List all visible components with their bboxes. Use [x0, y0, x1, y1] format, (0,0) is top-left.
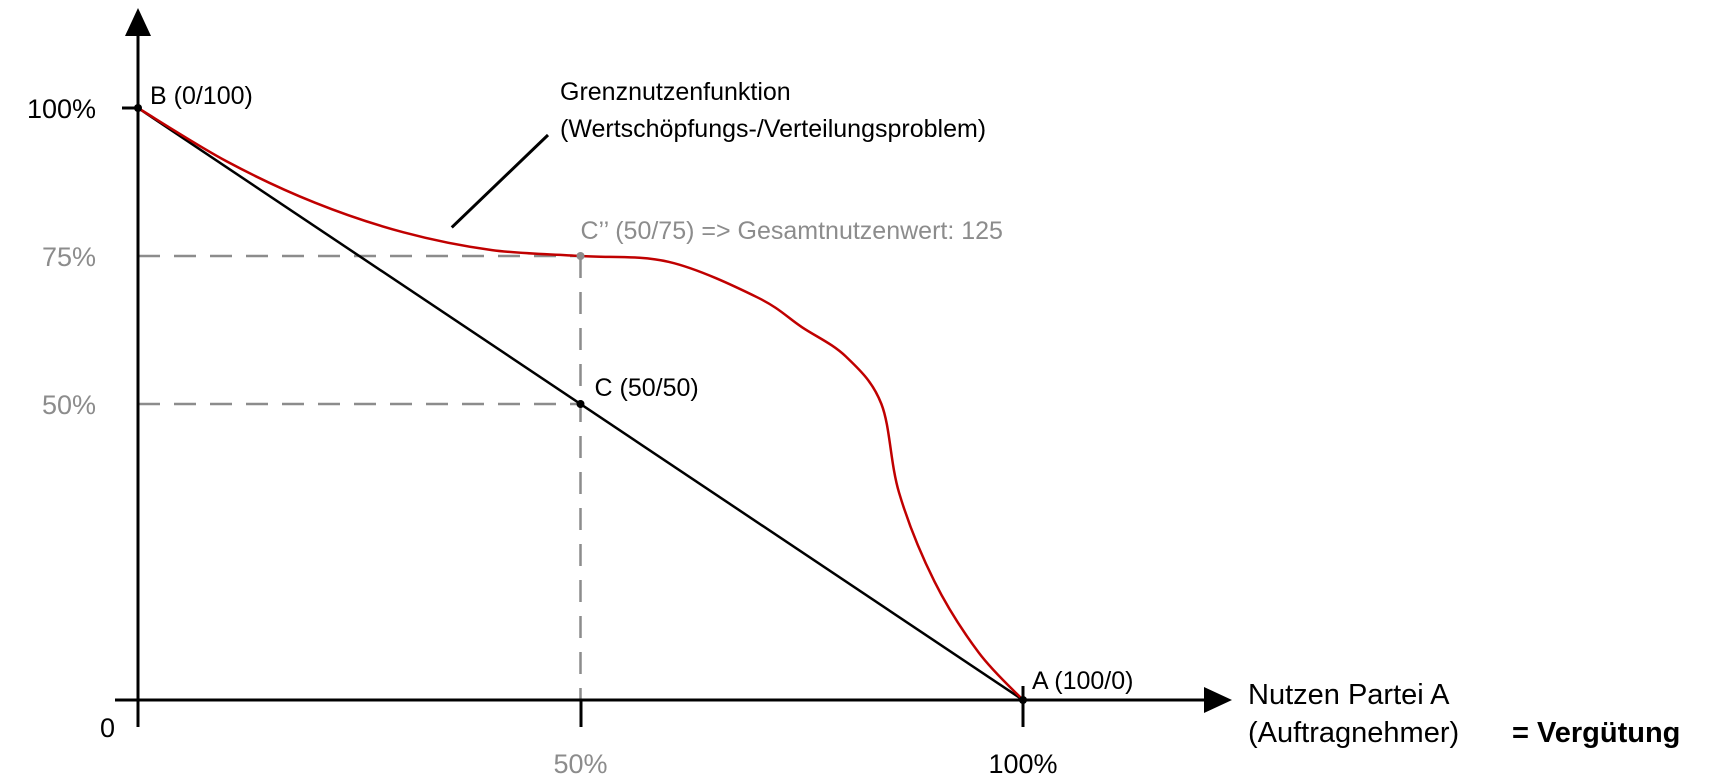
- tick-labels: 50% 100% 100% 75% 50%: [27, 94, 1058, 779]
- x-axis-arrow: [1204, 687, 1232, 713]
- x-axis-title-emphasis: = Vergütung: [1512, 717, 1680, 749]
- point-b-label: B (0/100): [150, 82, 253, 110]
- points-group: B (0/100) C (50/50) C’’ (50/75) => Gesamtn…: [134, 82, 1133, 704]
- y-tick-label-75: 75%: [42, 242, 96, 272]
- point-c-label: C (50/50): [595, 374, 699, 402]
- point-b-marker: [134, 104, 142, 112]
- point-a-marker: [1019, 696, 1027, 704]
- x-tick-label-50: 50%: [553, 749, 607, 779]
- point-c2-marker: [576, 252, 585, 260]
- marginal-utility-curve: [137, 106, 1024, 701]
- annotation-pointer: [450, 133, 550, 229]
- origin-label: 0: [100, 713, 115, 743]
- guide-lines: [138, 254, 582, 700]
- annotation-line1: Grenznutzenfunktion: [560, 78, 791, 106]
- annotation-line2: (Wertschöpfungs-/Verteilungsproblem): [560, 115, 986, 143]
- point-a-label: A (100/0): [1032, 667, 1133, 695]
- point-c2-label: C’’ (50/75) => Gesamtnutzenwert: 125: [581, 217, 1003, 245]
- y-axis-arrow: [125, 8, 151, 36]
- x-tick-label-100: 100%: [988, 749, 1057, 779]
- x-axis-title-line2: (Auftragnehmer): [1248, 717, 1459, 749]
- y-tick-label-100: 100%: [27, 94, 96, 124]
- x-axis-title-line1: Nutzen Partei A: [1248, 679, 1450, 711]
- point-c-marker: [576, 400, 585, 408]
- y-tick-label-50: 50%: [42, 390, 96, 420]
